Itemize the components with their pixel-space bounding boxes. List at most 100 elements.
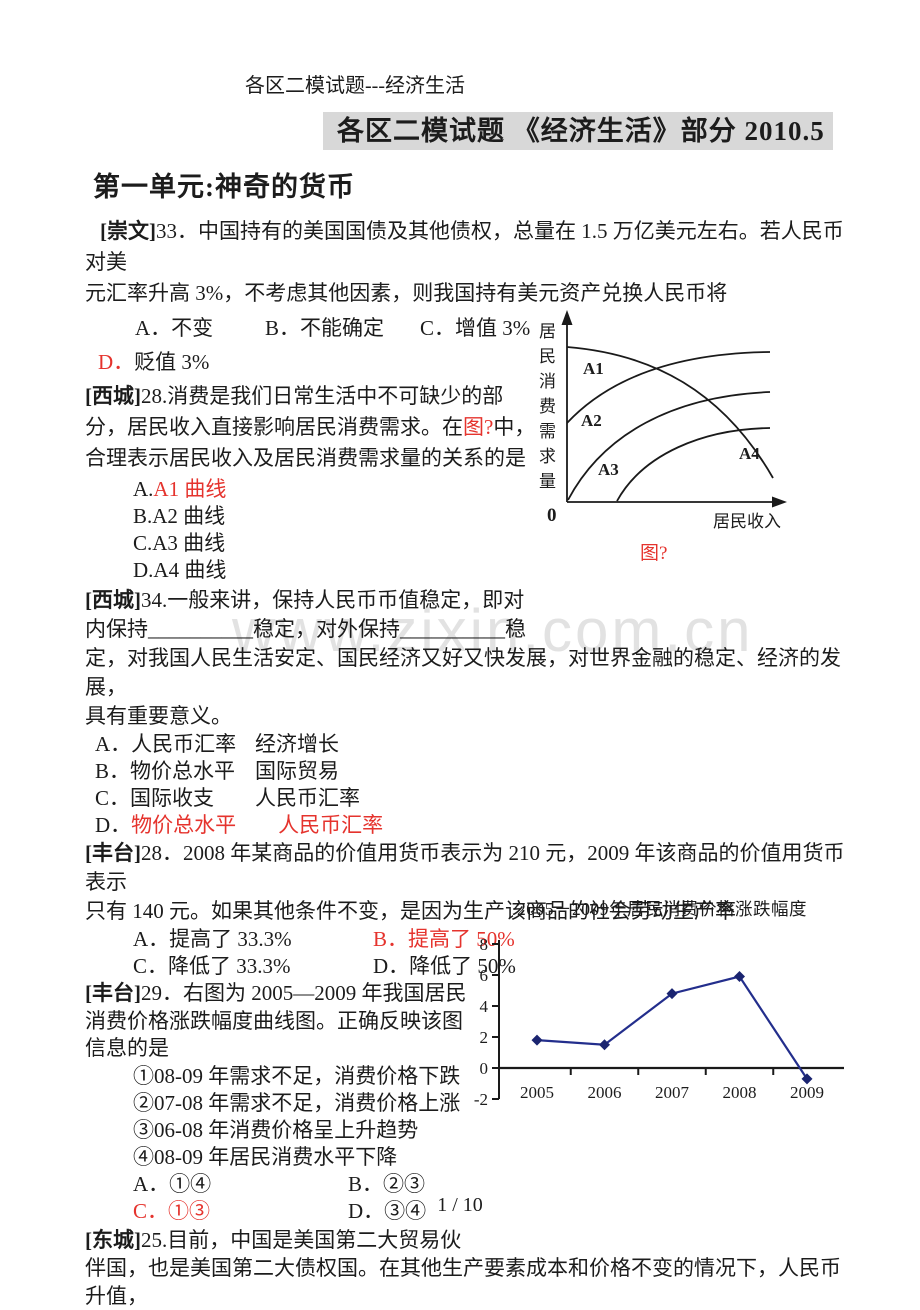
curve-label-a2: A2 xyxy=(581,411,602,430)
curve-a3 xyxy=(616,427,771,502)
question-number: 25. xyxy=(141,1227,168,1252)
stem-line-4: 具有重要意义。 xyxy=(85,704,232,728)
option-d-label: D． xyxy=(95,813,132,837)
option-b-col1: B．物价总水平 xyxy=(95,759,236,783)
document-title-row: 各区二模试题 《经济生活》部分 2010.5 xyxy=(323,112,860,150)
question-fengtai-28-stem: [丰台]28．2008 年某商品的价值用货币表示为 210 元，2009 年该商… xyxy=(85,839,860,926)
item-1: ①08-09 年需求不足，消费价格下跌 xyxy=(133,1063,461,1088)
curve-label-a4: A4 xyxy=(739,444,760,463)
cpi-chart-title: 2005－2009年居民消费价格涨跌幅度 xyxy=(517,899,807,919)
question-xicheng-34-options: A．人民币汇率 经济增长 B．物价总水平 国际贸易 C．国际收支 人民币汇率 D．物价总水平… xyxy=(85,731,860,839)
question-xicheng-28-options: A.A1 曲线 B.A2 曲线 C.A3 曲线 D.A4 曲线 xyxy=(85,476,860,584)
question-tag: [东城] xyxy=(85,1227,141,1252)
y-tick-label: 0 xyxy=(480,1059,489,1078)
option-a-col2: 经济增长 xyxy=(255,732,339,756)
option-b: B.A2 曲线 xyxy=(133,504,226,528)
item-4: ④08-09 年居民消费水平下降 xyxy=(133,1144,398,1169)
question-number: 28． xyxy=(141,841,183,865)
curve-label-a1: A1 xyxy=(583,359,604,378)
cpi-data-point xyxy=(599,1039,610,1051)
page-number: 1 / 10 xyxy=(437,1194,483,1216)
option-b: B．不能确定 xyxy=(265,316,385,340)
curve-figure-canvas xyxy=(561,310,787,508)
question-chongwen-33-stem: [崇文]33．中国持有的美国国债及其他债权，总量在 1.5 万亿美元左右。若人民… xyxy=(85,216,860,309)
question-dongcheng-25-stem: [东城]25.目前，中国是美国第二大贸易伙 伴国，也是美国第二大债权国。在其他生产… xyxy=(85,1226,860,1310)
question-fengtai-29-stem: [丰台]29．右图为 2005—2009 年我国居民 消费价格涨跌幅度曲线图。正确… xyxy=(85,980,475,1063)
option-c-answer: C．①③ xyxy=(133,1198,211,1223)
question-fengtai-29-options: A．①④ B．②③ C．①③ D．③④ xyxy=(85,1171,860,1225)
stem-line-3: 信息的是 xyxy=(85,1036,169,1060)
y-axis-arrowhead xyxy=(561,310,573,325)
x-tick-label: 2007 xyxy=(655,1083,690,1102)
option-a-answer: A1 曲线 xyxy=(153,477,227,501)
option-c-col1: C．国际收支 xyxy=(95,786,215,810)
curve-a1 xyxy=(566,351,771,424)
site-watermark: www.zixin.com.cn xyxy=(232,597,754,664)
option-c: C．增值 3% xyxy=(420,316,531,340)
x-axis-arrowhead xyxy=(772,496,787,508)
stem-line-1: 中国持有的美国国债及其他债权，总量在 1.5 万亿美元左右。若人民币对美 xyxy=(85,219,844,274)
question-xicheng-34-stem: [西城]34.一般来讲，保持人民币币值稳定，即对内保持__________稳定，… xyxy=(85,586,860,731)
stem-line-2: 只有 140 元。如果其他条件不变，是因为生产该商品的社会劳动生产率 xyxy=(85,899,736,923)
question-number: 29． xyxy=(141,981,183,1005)
question-tag: [崇文] xyxy=(100,219,156,243)
stem-line-1: 一般来讲，保持人民币币值稳定，即对 xyxy=(167,588,525,612)
question-xicheng-28-stem: [西城]28.消费是我们日常生活中不可缺少的部分，居民收入直接影响居民消费需求。… xyxy=(85,381,545,474)
y-tick-label: 4 xyxy=(480,997,489,1016)
option-a: A．提高了 33.3% xyxy=(133,927,292,951)
stem-line-3: 合理表示居民收入及居民消费需求量的关系的是 xyxy=(85,446,526,470)
stem-line-2b: 中， xyxy=(493,415,536,439)
y-tick-label: 2 xyxy=(480,1028,489,1047)
option-c: C．降低了 33.3% xyxy=(133,954,291,978)
option-b-col2: 国际贸易 xyxy=(255,759,339,783)
option-a-col1: A．人民币汇率 xyxy=(95,732,237,756)
y-tick-label: 8 xyxy=(480,935,489,954)
question-chongwen-33-option-d: D．贬值 3% xyxy=(85,349,860,376)
stem-line-3: 定，对我国人民生活安定、国民经济又好又快发展，对世界金融的稳定、经济的发展， xyxy=(85,646,841,699)
question-tag: [西城] xyxy=(85,384,141,408)
question-tag: [丰台] xyxy=(85,841,141,865)
x-tick-label: 2008 xyxy=(723,1083,757,1102)
item-2: ②07-08 年需求不足，消费价格上涨 xyxy=(133,1090,461,1115)
option-a: A．不变 xyxy=(135,316,214,340)
stem-line-2: 内保持__________稳定，对外保持__________稳 xyxy=(85,617,526,641)
stem-line-2a: 分，居民收入直接影响居民消费需求。在 xyxy=(85,415,463,439)
curve-a2 xyxy=(567,391,771,501)
stem-line-2: 消费价格涨跌幅度曲线图。正确反映该图 xyxy=(85,1008,463,1033)
x-tick-label: 2006 xyxy=(588,1083,622,1102)
figure-ref-red: 图? xyxy=(463,415,494,439)
option-d-text: 贬值 3% xyxy=(134,350,210,374)
question-number: 28. xyxy=(141,384,168,408)
stem-line-2: 元汇率升高 3%，不考虑其他因素，则我国持有美元资产兑换人民币将 xyxy=(85,281,728,305)
option-a-label: A. xyxy=(133,477,154,501)
cpi-data-point xyxy=(666,988,678,1000)
curve-a4-descending xyxy=(566,346,774,479)
question-tag: [丰台] xyxy=(85,981,141,1005)
curve-figure-caption: 图? xyxy=(640,543,668,564)
option-b-answer: B．提高了 50% xyxy=(373,927,515,951)
x-tick-label: 2005 xyxy=(520,1083,554,1102)
option-b: B．②③ xyxy=(348,1171,426,1196)
cpi-data-point xyxy=(801,1073,813,1085)
document-header: 各区二模试题---经济生活 xyxy=(245,75,465,97)
y-tick-label: -2 xyxy=(474,1090,488,1109)
cpi-data-point xyxy=(531,1034,543,1046)
question-tag: [西城] xyxy=(85,588,141,612)
curve-label-a3: A3 xyxy=(598,460,619,479)
option-d: D.A4 曲线 xyxy=(133,558,227,582)
option-a: A．①④ xyxy=(133,1171,212,1196)
section-heading: 第一单元:神奇的货币 xyxy=(93,172,355,202)
question-number: 33． xyxy=(156,219,198,243)
stem-line-1: 2008 年某商品的价值用货币表示为 210 元，2009 年该商品的价值用货币… xyxy=(85,841,845,894)
cpi-data-point xyxy=(734,971,745,983)
option-d-answer-col1: 物价总水平 xyxy=(131,813,237,837)
option-d: D．③④ xyxy=(348,1198,427,1223)
document-title-highlighted: 各区二模试题 《经济生活》部分 2010.5 xyxy=(323,112,833,150)
question-number: 34. xyxy=(141,588,168,612)
curve-figure-x-axis-label: 居民收入 xyxy=(713,512,781,531)
option-d-label-answer: D． xyxy=(98,350,135,374)
cpi-chart-canvas: 8 6 4 2 0 -2 2005 2006 2007 2008 2009 xyxy=(474,935,844,1109)
stem-line-1: 消费是我们日常生活中不可缺少的部 xyxy=(167,384,504,408)
item-3: ③06-08 年消费价格呈上升趋势 xyxy=(133,1117,419,1142)
